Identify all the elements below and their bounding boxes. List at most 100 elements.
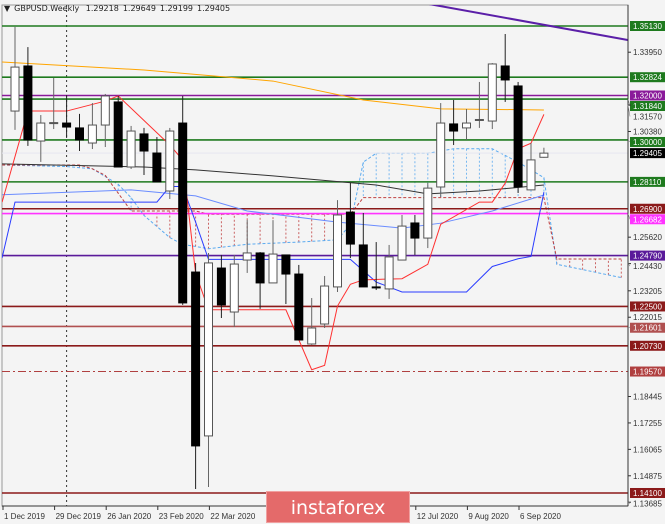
level-price-label-bg: [630, 101, 665, 112]
price-tick-label: 1.17255: [633, 419, 662, 428]
bullish-candle: [204, 262, 213, 437]
bearish-candle: [255, 252, 265, 284]
bearish-candle: [113, 101, 123, 168]
level-price-label: 1.32824: [633, 73, 662, 82]
time-tick-label: 12 Jul 2020: [417, 512, 459, 521]
price-tick-label: 1.31570: [633, 113, 662, 122]
bearish-candle: [371, 286, 381, 289]
bullish-candle: [307, 327, 317, 345]
bullish-candle: [165, 130, 175, 192]
bearish-candle: [62, 122, 72, 128]
bullish-candle: [49, 122, 59, 125]
bullish-candle: [126, 130, 136, 168]
bearish-candle: [152, 152, 162, 183]
price-tick-label: 1.30380: [633, 127, 662, 136]
price-tick-label: 1.13685: [633, 499, 662, 508]
bearish-candle: [75, 127, 84, 141]
cloud-span-a: [2, 148, 622, 279]
trendline: [428, 5, 628, 41]
price-tick-label: 1.24430: [633, 262, 662, 271]
bearish-candle: [191, 271, 201, 447]
price-tick-label: 1.18445: [633, 393, 662, 402]
time-tick-label: 26 Jan 2020: [107, 512, 152, 521]
level-price-label: 1.30000: [633, 138, 662, 147]
level-price-label: 1.32000: [633, 92, 662, 101]
bullish-candle: [10, 66, 20, 112]
bullish-candle: [333, 214, 342, 288]
bearish-candle: [358, 244, 368, 288]
time-tick-label: 1 Dec 2019: [4, 512, 45, 521]
level-price-label-bg: [630, 72, 665, 83]
bullish-candle: [423, 187, 433, 239]
bearish-candle: [216, 267, 226, 306]
label-leader: [627, 326, 631, 328]
open-value: 1.29218: [85, 4, 119, 13]
level-price-label: 1.26682: [633, 215, 662, 224]
level-price-label: 1.14100: [633, 489, 662, 498]
current-price-label: 1.29405: [633, 149, 662, 158]
level-price-label-bg: [630, 214, 665, 225]
level-price-label-bg: [630, 301, 665, 312]
price-tick-label: 1.23205: [633, 287, 662, 296]
label-leader: [627, 263, 631, 267]
bearish-candle: [345, 211, 355, 245]
symbol-label: GBPUSD.Weekly: [14, 4, 80, 13]
bullish-candle: [526, 159, 536, 191]
high-value: 1.29649: [122, 4, 156, 13]
time-tick-label: 23 Feb 2020: [159, 512, 204, 521]
level-price-label: 1.21601: [633, 324, 662, 333]
price-tick-label: 1.14875: [633, 472, 662, 481]
level-price-label: 1.19570: [633, 368, 662, 377]
bearish-candle: [449, 123, 459, 132]
bearish-candle: [513, 85, 523, 188]
level-price-label-bg: [630, 176, 665, 187]
bullish-candle: [320, 285, 330, 325]
indicator-line: [2, 186, 545, 293]
time-tick-label: 29 Dec 2019: [56, 512, 102, 521]
bullish-candle: [100, 95, 110, 126]
bearish-candle: [178, 122, 188, 304]
level-price-label-bg: [630, 340, 665, 351]
indicator-line: [2, 61, 544, 111]
chart-header: ▼ GBPUSD.Weekly 1.29218 1.29649 1.29199 1.29…: [4, 4, 234, 13]
level-price-label-bg: [630, 21, 665, 31]
price-tick-label: 1.25620: [633, 233, 662, 242]
time-tick-label: 22 Mar 2020: [210, 512, 255, 521]
close-value: 1.29405: [197, 4, 231, 13]
bullish-candle: [229, 263, 239, 313]
price-tick-label: 1.16065: [633, 445, 662, 454]
bullish-candle: [36, 122, 46, 142]
level-price-label: 1.26900: [633, 205, 662, 214]
level-price-label-bg: [630, 90, 665, 101]
bearish-candle: [281, 254, 291, 275]
bullish-candle: [242, 252, 252, 261]
level-price-label: 1.28110: [633, 178, 662, 187]
bullish-candle: [436, 122, 446, 188]
bullish-candle: [474, 118, 484, 121]
bullish-candle: [268, 253, 278, 284]
bearish-candle: [23, 65, 33, 141]
dropdown-triangle-icon[interactable]: ▼: [4, 4, 11, 13]
level-price-label-bg: [630, 366, 665, 377]
time-tick-label: 6 Sep 2020: [520, 512, 561, 521]
current-price-label-bg: [630, 148, 665, 159]
bearish-candle: [500, 65, 510, 81]
bearish-candle: [294, 273, 304, 341]
level-price-label: 1.20730: [633, 342, 662, 351]
level-price-label: 1.31840: [633, 102, 662, 111]
level-price-label-bg: [630, 203, 665, 214]
level-price-label-bg: [630, 487, 665, 498]
level-price-label-bg: [630, 250, 665, 261]
bullish-candle: [487, 63, 497, 122]
time-tick-label: 9 Aug 2020: [468, 512, 509, 521]
bullish-candle: [539, 152, 549, 158]
instaforex-watermark: instaforex: [266, 491, 410, 523]
bullish-candle: [87, 124, 97, 144]
label-leader: [627, 213, 631, 220]
label-leader: [627, 105, 631, 117]
label-leader: [627, 501, 631, 504]
price-tick-label: 1.33950: [633, 48, 662, 57]
bearish-candle: [139, 133, 149, 152]
level-price-label-bg: [630, 136, 665, 147]
